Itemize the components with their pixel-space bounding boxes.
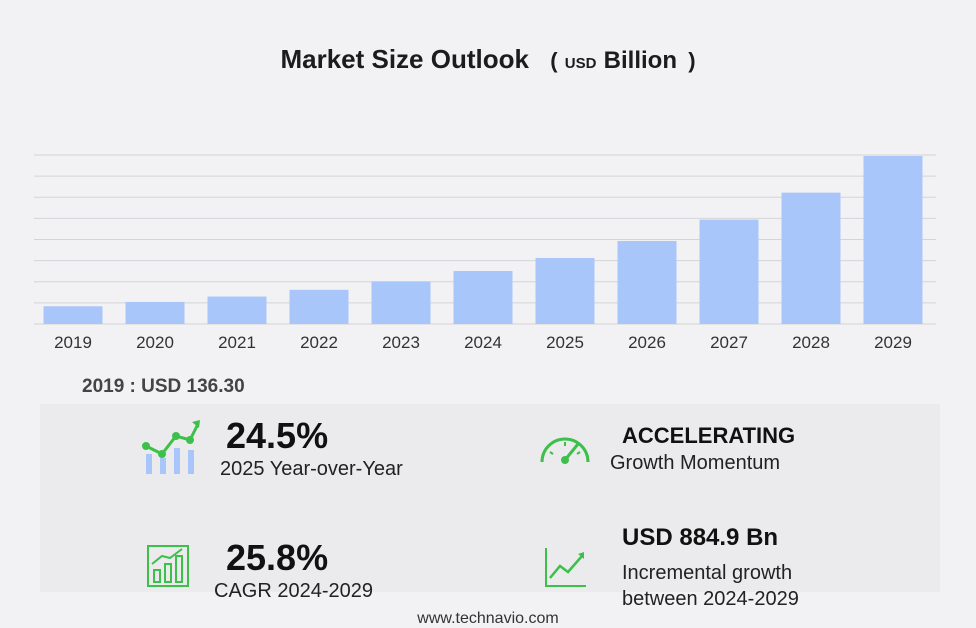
growth-chart-icon: [142, 420, 200, 474]
chart-title: Market Size Outlook ( USD Billion ): [0, 44, 976, 75]
incremental-label-line1: Incremental growth: [622, 562, 793, 584]
bar-2026: [617, 240, 677, 324]
title-unit-big: Billion: [603, 47, 677, 74]
x-tick-label: 2022: [300, 333, 338, 352]
bar-2019: [43, 306, 103, 324]
bar-2028: [781, 192, 841, 324]
incremental-label-line2: between 2024-2029: [622, 588, 799, 610]
momentum-value: ACCELERATING: [622, 423, 796, 448]
x-tick-label: 2028: [792, 333, 830, 352]
base-year-label: 2019 : USD 136.30: [82, 376, 245, 397]
bar-growth-icon: [147, 545, 189, 587]
bar-2024: [453, 270, 513, 324]
bar-2022: [289, 289, 349, 324]
trend-line-icon: [545, 548, 586, 587]
yoy-label: 2025 Year-over-Year: [220, 458, 403, 480]
incremental-value: USD 884.9 Bn: [622, 524, 779, 551]
bar-2021: [207, 296, 267, 324]
x-tick-label: 2023: [382, 333, 420, 352]
footer-url[interactable]: www.technavio.com: [417, 610, 559, 627]
x-tick-label: 2021: [218, 333, 256, 352]
bar-2027: [699, 219, 759, 324]
speedometer-icon: [540, 437, 590, 464]
title-main: Market Size Outlook: [280, 44, 529, 74]
bar-chart: 2019 2020 2021 2022 2023 2024 2025 2026 2027 2028…: [34, 154, 936, 352]
metrics-panel: [40, 404, 940, 592]
title-unit-small: USD: [564, 55, 597, 72]
yoy-value: 24.5%: [226, 415, 329, 456]
x-tick-label: 2019: [54, 333, 92, 352]
x-tick-label: 2020: [136, 333, 174, 352]
cagr-value: 25.8%: [226, 537, 329, 578]
momentum-label: Growth Momentum: [610, 452, 781, 474]
x-tick-label: 2025: [546, 333, 584, 352]
title-open-paren: (: [550, 48, 558, 73]
bar-2023: [371, 281, 431, 324]
x-tick-label: 2024: [464, 333, 502, 352]
bar-2020: [125, 301, 185, 324]
x-tick-label: 2027: [710, 333, 748, 352]
cagr-label: CAGR 2024-2029: [214, 580, 373, 602]
x-tick-label: 2026: [628, 333, 666, 352]
title-close-paren: ): [688, 48, 696, 73]
bar-2025: [535, 258, 595, 324]
x-tick-label: 2029: [874, 333, 912, 352]
bar-2029: [863, 155, 923, 324]
